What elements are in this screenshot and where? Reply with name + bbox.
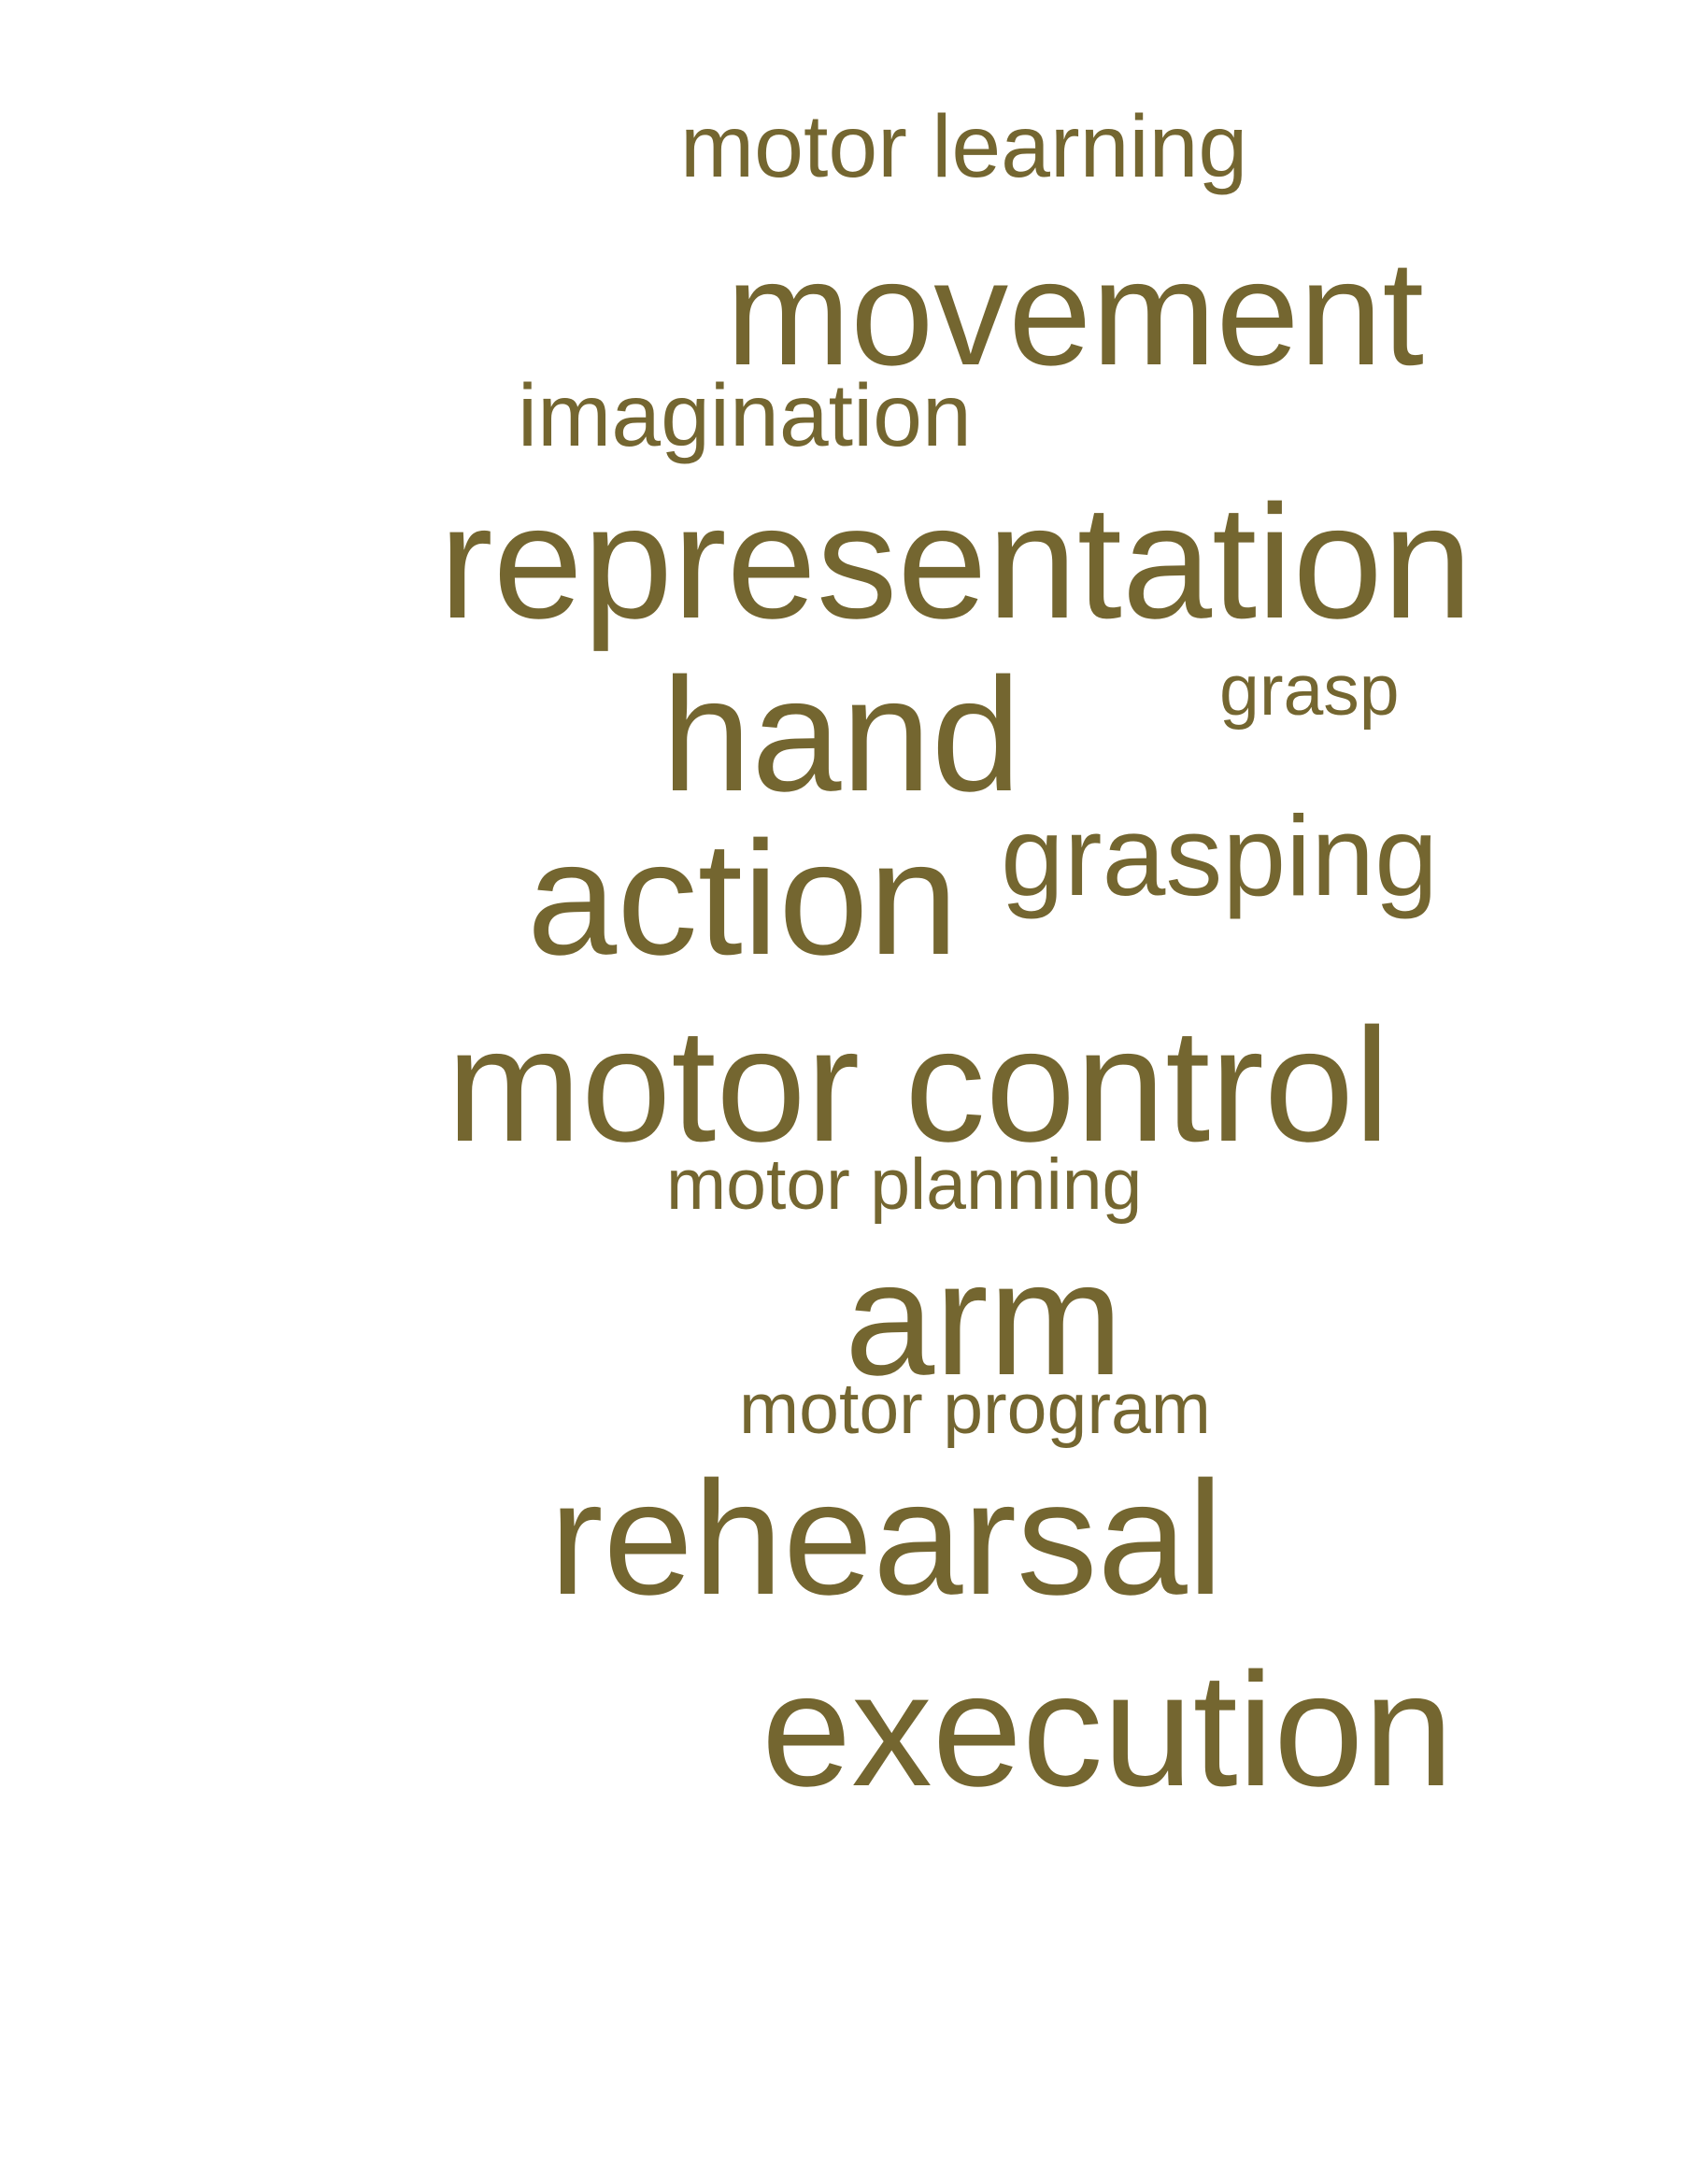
word-motor-control: motor control — [447, 994, 1390, 1175]
word-action: action — [527, 807, 959, 988]
word-grasping: grasping — [1001, 792, 1438, 919]
word-motor-planning: motor planning — [666, 1144, 1143, 1225]
word-motor-learning: motor learning — [680, 97, 1248, 196]
word-motor-program: motor program — [739, 1369, 1211, 1449]
word-representation: representation — [439, 471, 1473, 652]
word-imagination: imagination — [518, 366, 972, 465]
word-execution: execution — [761, 1639, 1454, 1820]
word-arm: arm — [845, 1228, 1123, 1409]
word-rehearsal: rehearsal — [549, 1447, 1224, 1628]
word-hand: hand — [662, 644, 1021, 825]
word-movement: movement — [726, 229, 1424, 396]
word-grasp: grasp — [1219, 650, 1400, 731]
